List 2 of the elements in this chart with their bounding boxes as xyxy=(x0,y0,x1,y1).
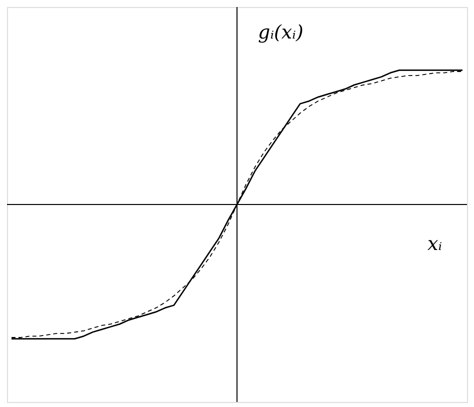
y-axis-title: gᵢ(xᵢ) xyxy=(258,22,304,44)
x-axis-title: xᵢ xyxy=(428,233,442,255)
